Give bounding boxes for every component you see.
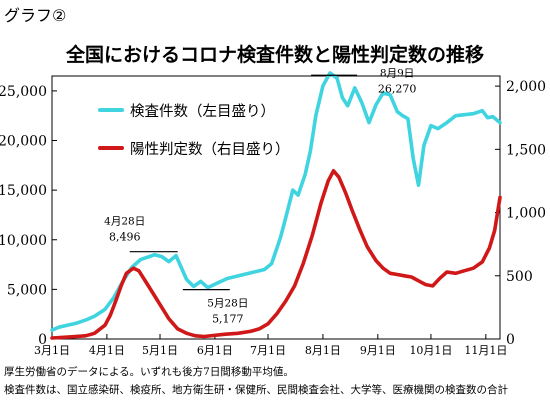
y-left-tick-label: 20,000 [0, 134, 47, 150]
y-left-tick-label: 0 [38, 332, 47, 348]
annotation-date-apr28: 4月28日 [104, 216, 145, 228]
y-right-tick-label: 1,500 [506, 142, 546, 158]
chart-title: 全国におけるコロナ検査件数と陽性判定数の推移 [65, 44, 484, 66]
y-left-tick-label: 10,000 [0, 233, 47, 249]
source-note: 厚生労働省のデータによる。いずれも後方7日間移動平均値。 [4, 366, 294, 378]
annotation-date-aug09: 8月9日 [380, 67, 414, 79]
page-label: グラフ② [4, 6, 67, 25]
annotation-date-may28: 5月28日 [207, 298, 248, 310]
x-tick-label: 6月1日 [197, 344, 233, 357]
y-left-tick-label: 5,000 [7, 282, 47, 298]
x-tick-label: 7月1日 [250, 344, 286, 357]
x-tick-label: 10月1日 [409, 344, 452, 357]
x-tick-label: 4月1日 [89, 344, 125, 357]
annotation-value-apr28: 8,496 [109, 231, 141, 244]
positives-series-line [50, 169, 502, 340]
x-tick-label: 9月1日 [360, 344, 396, 357]
annotation-value-may28: 5,177 [212, 313, 244, 326]
y-right-tick-label: 0 [506, 332, 515, 348]
annotation-value-aug09: 26,270 [378, 82, 417, 95]
y-right-tick-label: 500 [506, 269, 533, 285]
x-tick-label: 5月1日 [142, 344, 178, 357]
legend-label-positives: 陽性判定数（右目盛り） [130, 141, 290, 158]
series-layer [50, 71, 502, 340]
x-tick-label: 11月1日 [464, 344, 507, 357]
y-right-tick-label: 2,000 [506, 79, 546, 95]
x-tick-label: 8月1日 [305, 344, 341, 357]
test-count-note: 検査件数は、国立感染研、検疫所、地方衛生研・保健所、民間検査会社、大学等、医療機… [4, 384, 508, 396]
plot-border [51, 75, 501, 340]
x-axis: 3月1日 4月1日 5月1日 6月1日 7月1日 8月1日 9月1日 10月1日 11月1日 [34, 334, 507, 357]
y-left-tick-label: 15,000 [0, 183, 47, 199]
y-axis-right: 0 500 1,000 1,500 2,000 [495, 79, 546, 348]
y-right-tick-label: 1,000 [506, 206, 546, 222]
annotation-layer: 4月28日 8,496 5月28日 5,177 8月9日 26,270 [104, 67, 416, 325]
x-tick-label: 3月1日 [34, 344, 70, 357]
y-left-tick-label: 25,000 [0, 84, 47, 100]
plot-frame [51, 75, 501, 340]
y-axis-left: 0 5,000 10,000 15,000 20,000 25,000 [0, 84, 57, 348]
legend: 検査件数（左目盛り） 陽性判定数（右目盛り） [98, 103, 290, 158]
tests-series-line [50, 71, 502, 332]
legend-label-tests: 検査件数（左目盛り） [130, 103, 275, 120]
